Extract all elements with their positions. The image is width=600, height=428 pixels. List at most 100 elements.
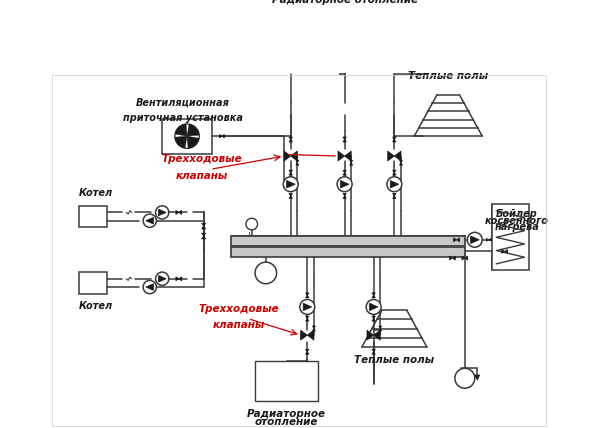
Text: Котел: Котел xyxy=(79,188,113,198)
Text: приточная установка: приточная установка xyxy=(123,113,243,123)
Polygon shape xyxy=(289,137,292,140)
Polygon shape xyxy=(372,295,376,298)
Polygon shape xyxy=(158,209,166,216)
Circle shape xyxy=(455,369,475,388)
Polygon shape xyxy=(343,196,346,198)
Polygon shape xyxy=(449,256,452,260)
Polygon shape xyxy=(372,293,376,295)
Polygon shape xyxy=(374,330,380,340)
Polygon shape xyxy=(470,236,479,244)
Polygon shape xyxy=(296,163,299,165)
Polygon shape xyxy=(289,193,292,196)
Polygon shape xyxy=(220,134,222,138)
Polygon shape xyxy=(202,223,206,226)
Polygon shape xyxy=(487,238,489,241)
Text: Радиаторное: Радиаторное xyxy=(247,409,326,419)
Polygon shape xyxy=(289,196,292,198)
Polygon shape xyxy=(370,303,378,311)
Text: нагрева: нагрева xyxy=(494,222,539,232)
Bar xyxy=(231,236,465,246)
Polygon shape xyxy=(146,217,154,224)
Polygon shape xyxy=(158,276,166,282)
Polygon shape xyxy=(392,140,396,142)
Polygon shape xyxy=(202,236,206,239)
Polygon shape xyxy=(350,163,353,165)
Polygon shape xyxy=(187,136,199,148)
Polygon shape xyxy=(392,170,396,172)
Polygon shape xyxy=(343,170,346,172)
Polygon shape xyxy=(305,316,309,318)
Polygon shape xyxy=(179,211,182,214)
Polygon shape xyxy=(392,193,396,196)
Polygon shape xyxy=(202,233,206,236)
Circle shape xyxy=(255,262,277,284)
Circle shape xyxy=(155,206,169,219)
Polygon shape xyxy=(305,349,309,352)
Polygon shape xyxy=(475,375,480,380)
Polygon shape xyxy=(289,170,292,172)
Polygon shape xyxy=(372,352,376,354)
Text: Радиаторное отопление: Радиаторное отопление xyxy=(272,0,418,5)
Text: Бойлер: Бойлер xyxy=(496,209,538,219)
Polygon shape xyxy=(202,226,206,229)
Polygon shape xyxy=(338,151,344,161)
Polygon shape xyxy=(307,330,314,340)
Text: клапаны: клапаны xyxy=(176,171,228,181)
Polygon shape xyxy=(305,352,309,354)
Polygon shape xyxy=(505,250,508,253)
Polygon shape xyxy=(454,238,457,242)
Polygon shape xyxy=(343,193,346,196)
Polygon shape xyxy=(176,211,179,214)
Bar xyxy=(79,272,107,294)
Polygon shape xyxy=(400,160,403,163)
Circle shape xyxy=(467,232,482,247)
Circle shape xyxy=(337,177,352,192)
Polygon shape xyxy=(301,330,307,340)
Polygon shape xyxy=(372,318,376,321)
Polygon shape xyxy=(175,124,187,136)
Polygon shape xyxy=(457,238,460,242)
Circle shape xyxy=(387,177,402,192)
Polygon shape xyxy=(187,124,199,136)
Text: Вентиляционная: Вентиляционная xyxy=(136,97,230,107)
Polygon shape xyxy=(146,284,154,290)
Polygon shape xyxy=(350,160,353,163)
Circle shape xyxy=(366,300,381,315)
Polygon shape xyxy=(291,151,298,161)
Bar xyxy=(256,361,317,401)
Polygon shape xyxy=(313,329,316,331)
Bar xyxy=(162,119,212,154)
Polygon shape xyxy=(289,140,292,142)
Polygon shape xyxy=(502,250,505,253)
Text: Котел: Котел xyxy=(79,301,113,311)
Polygon shape xyxy=(379,329,382,331)
Polygon shape xyxy=(392,172,396,175)
Bar xyxy=(231,247,465,257)
Text: Трехходовые: Трехходовые xyxy=(161,155,242,164)
Polygon shape xyxy=(367,330,374,340)
Text: Теплые полы: Теплые полы xyxy=(408,71,488,81)
Polygon shape xyxy=(400,163,403,165)
Polygon shape xyxy=(372,349,376,352)
Polygon shape xyxy=(176,277,179,281)
Text: Трехходовые: Трехходовые xyxy=(199,303,280,314)
Polygon shape xyxy=(179,277,182,281)
Bar xyxy=(79,206,107,227)
Polygon shape xyxy=(372,316,376,318)
Polygon shape xyxy=(340,181,349,188)
Polygon shape xyxy=(392,137,396,140)
Circle shape xyxy=(143,280,157,294)
Bar xyxy=(310,12,380,57)
Polygon shape xyxy=(462,256,465,260)
Polygon shape xyxy=(452,256,455,260)
Circle shape xyxy=(175,124,199,149)
Polygon shape xyxy=(296,160,299,163)
Polygon shape xyxy=(287,181,295,188)
Bar xyxy=(492,204,529,270)
Polygon shape xyxy=(489,238,491,241)
Polygon shape xyxy=(175,136,187,148)
Polygon shape xyxy=(465,256,468,260)
Polygon shape xyxy=(344,151,351,161)
Circle shape xyxy=(143,214,157,227)
Polygon shape xyxy=(390,181,399,188)
